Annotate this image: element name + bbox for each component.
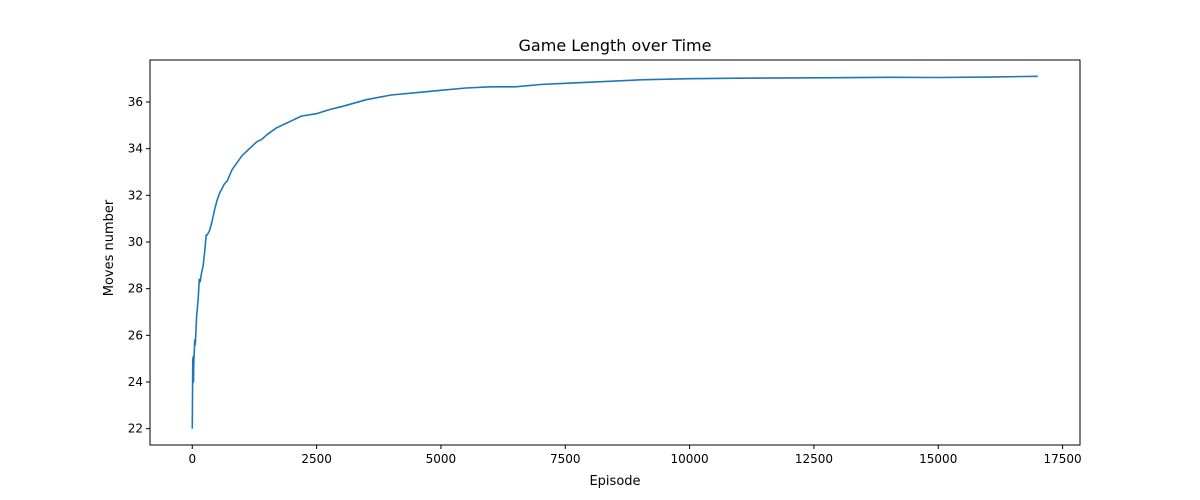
y-tick-label: 34 (128, 142, 143, 156)
x-tick-label: 0 (188, 452, 196, 466)
y-tick-label: 30 (128, 235, 143, 249)
x-tick-label: 7500 (550, 452, 581, 466)
y-tick-label: 22 (128, 422, 143, 436)
x-tick-label: 10000 (671, 452, 709, 466)
x-axis-title: Episode (589, 474, 640, 489)
x-tick-label: 5000 (426, 452, 457, 466)
plot-area: 0 2500 5000 7500 10000 12500 15000 17500 22 24 26 2… (128, 59, 1082, 466)
y-tick-label: 32 (128, 188, 143, 202)
y-tick-label: 28 (128, 282, 143, 296)
y-tick-label: 26 (128, 328, 143, 342)
y-axis-title: Moves number (102, 199, 117, 296)
y-tick-label: 24 (128, 375, 143, 389)
series-line-0 (191, 75, 1038, 429)
x-tick-label: 12500 (795, 452, 833, 466)
axes-frame (149, 59, 1081, 446)
x-tick-label: 17500 (1043, 452, 1081, 466)
x-tick-label: 15000 (919, 452, 957, 466)
y-tick-label: 36 (128, 95, 143, 109)
x-tick-label: 2500 (301, 452, 332, 466)
chart-title: Game Length over Time (519, 36, 712, 55)
